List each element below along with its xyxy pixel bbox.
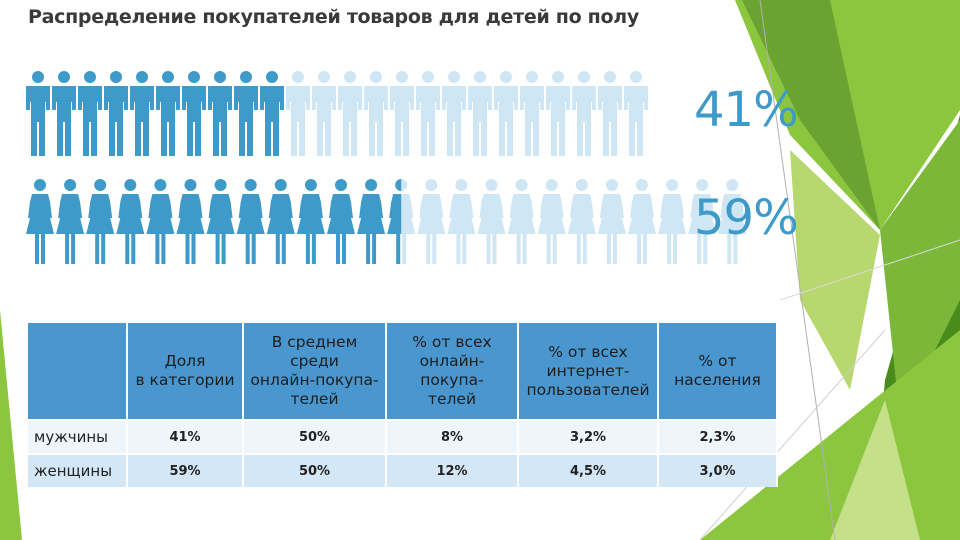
table-cell: 50% <box>243 453 387 487</box>
woman-icon-3 <box>86 179 115 264</box>
table-header-cell: В среднем среди онлайн-покупа-телей <box>243 323 387 420</box>
woman-icon-17 <box>507 179 536 264</box>
table-header-cell: % от всех интернет-пользователей <box>518 323 659 420</box>
man-icon-1 <box>26 71 50 156</box>
man-icon-20 <box>520 71 544 156</box>
man-icon-15 <box>390 71 414 156</box>
woman-icon-5 <box>146 179 175 264</box>
women-percent-label: 59% <box>694 190 799 246</box>
header-line-2: онлайн-покупа- <box>250 371 379 389</box>
woman-icon-6 <box>176 179 205 264</box>
header-line-1: % от всех <box>548 342 628 361</box>
man-icon-19 <box>494 71 518 156</box>
green-shape-left <box>0 310 22 540</box>
header-line-3: телей <box>427 390 477 408</box>
green-shape-top-dark <box>742 0 880 230</box>
woman-icon-20 <box>597 179 626 264</box>
women-icon-row <box>26 179 747 264</box>
woman-icon-4 <box>116 179 145 264</box>
man-icon-5 <box>130 71 154 156</box>
header-line-3: телей <box>290 390 339 408</box>
man-icon-24 <box>624 71 648 156</box>
man-icon-3 <box>78 71 102 156</box>
man-icon-23 <box>598 71 622 156</box>
man-icon-13 <box>338 71 362 156</box>
woman-icon-2 <box>56 179 85 264</box>
header-line-3: пользователей <box>526 380 650 399</box>
green-shape-mid-light <box>790 150 880 390</box>
woman-icon-21 <box>628 179 656 264</box>
man-icon-16 <box>416 71 440 156</box>
woman-icon-12 <box>357 179 386 264</box>
header-line-2: в категории <box>135 371 235 389</box>
men-icon-row <box>26 71 648 156</box>
table-cell: 12% <box>386 453 519 487</box>
header-line-2: онлайн-покупа- <box>419 352 485 389</box>
header-line-1: % от всех <box>412 333 492 351</box>
woman-icon-18 <box>537 179 566 264</box>
woman-icon-24 <box>718 179 747 264</box>
green-shape-bottom-light <box>830 400 920 540</box>
header-line-1: % от <box>698 352 737 370</box>
header-line-2: населения <box>674 371 761 389</box>
table-header-row: Доля в категории В среднем среди онлайн-по… <box>28 323 778 420</box>
table-header-cell: Доля в категории <box>127 323 244 420</box>
table-cell: 59% <box>127 453 244 487</box>
header-line-1: Доля <box>164 352 206 370</box>
woman-icon-8 <box>236 179 265 264</box>
woman-icon-9 <box>266 179 295 264</box>
woman-icon-11 <box>327 179 355 264</box>
woman-icon-13 <box>387 179 416 264</box>
table-cell: 8% <box>386 419 519 454</box>
table-header-empty <box>28 323 128 420</box>
table-cell: 3,2% <box>518 419 659 454</box>
table-cell: 50% <box>243 419 387 454</box>
table-header-cell: % от всех онлайн-покупа-телей <box>386 323 519 420</box>
table-cell: 3,0% <box>658 453 778 487</box>
table-header-cell: % от населения <box>658 323 778 420</box>
woman-icon-23 <box>688 179 717 264</box>
table-cell: 2,3% <box>658 419 778 454</box>
woman-icon-1 <box>26 179 54 264</box>
man-icon-9 <box>234 71 258 156</box>
woman-icon-22 <box>658 179 687 264</box>
row-label: мужчины <box>28 419 128 454</box>
woman-icon-15 <box>447 179 476 264</box>
man-icon-14 <box>364 71 388 156</box>
row-label: женщины <box>28 453 128 487</box>
man-icon-4 <box>104 71 128 156</box>
man-icon-22 <box>572 71 596 156</box>
woman-icon-14 <box>417 179 446 264</box>
man-icon-8 <box>208 71 232 156</box>
men-percent-label: 41% <box>694 82 799 138</box>
man-icon-10 <box>260 71 284 156</box>
header-line-1: В среднем среди <box>271 333 358 370</box>
stats-table: Доля в категории В среднем среди онлайн-по… <box>28 323 778 487</box>
table-cell: 41% <box>127 419 244 454</box>
table-row-women: женщины 59% 50% 12% 4,5% 3,0% <box>28 453 778 487</box>
table-row-men: мужчины 41% 50% 8% 3,2% 2,3% <box>28 419 778 454</box>
man-icon-2 <box>52 71 76 156</box>
woman-icon-19 <box>567 179 596 264</box>
man-icon-17 <box>442 71 466 156</box>
chart-title: Распределение покупателей товаров для де… <box>28 6 639 28</box>
man-icon-11 <box>286 71 310 156</box>
green-shape-right <box>880 120 960 420</box>
header-line-2: интернет- <box>546 361 630 380</box>
man-icon-21 <box>546 71 570 156</box>
woman-icon-7 <box>206 179 235 264</box>
woman-icon-16 <box>477 179 506 264</box>
man-icon-6 <box>156 71 180 156</box>
woman-icon-10 <box>296 179 325 264</box>
table-cell: 4,5% <box>518 453 659 487</box>
man-icon-12 <box>312 71 336 156</box>
man-icon-18 <box>468 71 492 156</box>
pictogram <box>26 71 747 264</box>
man-icon-7 <box>182 71 206 156</box>
